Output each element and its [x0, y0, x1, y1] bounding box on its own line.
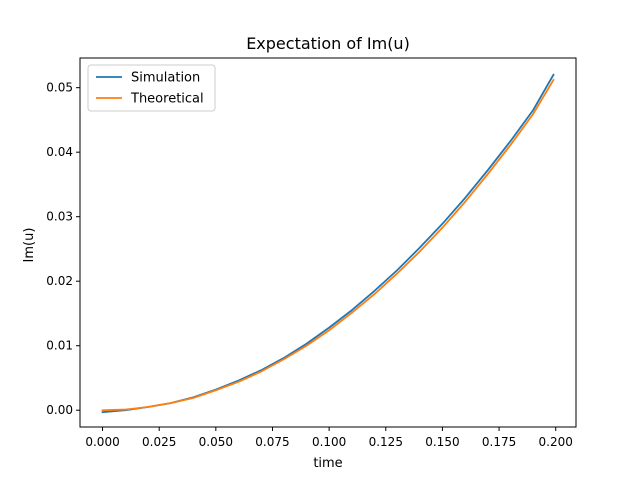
x-tick-label: 0.075: [255, 435, 289, 449]
y-tick-label: 0.01: [46, 339, 73, 353]
plot-area: [101, 73, 555, 414]
legend-label-simulation: Simulation: [131, 71, 200, 86]
axes-frame: [79, 57, 577, 428]
x-tick-label: 0.125: [369, 435, 403, 449]
y-tick-label: 0.05: [46, 81, 73, 95]
legend-label-theoretical: Theoretical: [130, 92, 204, 107]
x-axis-label: time: [313, 456, 342, 471]
chart-title: Expectation of Im(u): [246, 34, 410, 53]
x-tick-label: 0.150: [425, 435, 459, 449]
x-tick-label: 0.100: [312, 435, 346, 449]
y-tick-label: 0.04: [46, 145, 73, 159]
y-tick-label: 0.03: [46, 210, 73, 224]
axes: 0.000 0.025 0.050 0.075 0.100 0.125 0.150 0.175…: [46, 57, 577, 449]
x-tick-label: 0.025: [142, 435, 176, 449]
x-tick-label: 0.050: [199, 435, 233, 449]
x-tick-label: 0.175: [482, 435, 516, 449]
legend: Simulation Theoretical: [87, 64, 216, 112]
y-tick-label: 0.02: [46, 274, 73, 288]
y-tick-label: 0.00: [46, 403, 73, 417]
series-line-theoretical: [101, 78, 555, 412]
x-tick-label: 0.200: [539, 435, 573, 449]
y-axis-label: Im(u): [22, 228, 37, 263]
x-tick-label: 0.000: [85, 435, 119, 449]
